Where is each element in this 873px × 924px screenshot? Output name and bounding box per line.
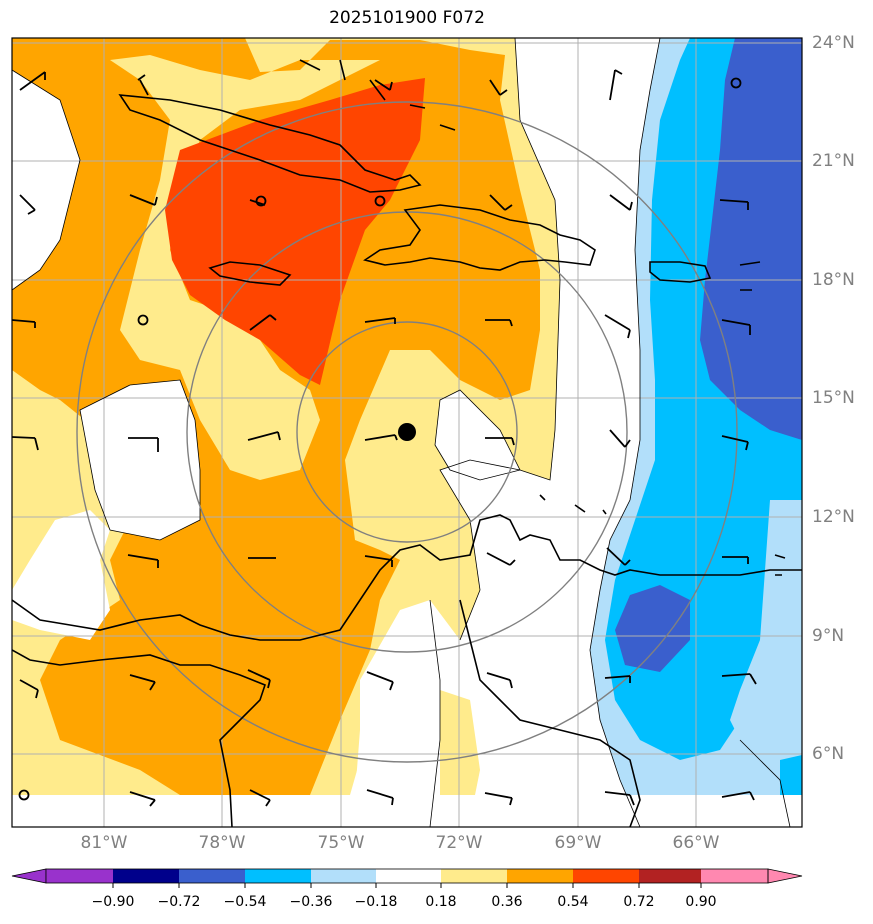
venezuela-interior <box>459 599 641 827</box>
contour-white-central <box>355 390 610 795</box>
colorbar-bin-10 <box>639 869 701 883</box>
map-title: 2025101900 F072 <box>329 8 485 28</box>
south-america-coast <box>12 514 802 641</box>
lat-label-15n: 15°N <box>812 388 855 408</box>
colorbar-tick-label: 0.18 <box>425 894 457 910</box>
colorbar-extend-high <box>767 868 803 884</box>
central-america-coast <box>12 649 266 827</box>
contour-royalblue-north <box>700 38 802 440</box>
colorbar-bin-4 <box>245 869 311 883</box>
colorbar-bin-8 <box>507 869 573 883</box>
contour-lightblue-bottom <box>640 795 802 827</box>
colorbar-bin-11 <box>701 869 768 883</box>
contour-deepskyblue-se <box>780 755 802 795</box>
lat-label-21n: 21°N <box>812 151 855 171</box>
lat-label-12n: 12°N <box>812 507 855 527</box>
contour-orange <box>12 38 540 795</box>
colorbar-tick-label: −0.72 <box>157 894 201 910</box>
lon-label-81w: 81°W <box>80 833 128 853</box>
colorbar-bin-3 <box>179 869 245 883</box>
contour-royalblue-south <box>615 585 690 672</box>
storm-center-marker <box>398 423 416 441</box>
map-panel <box>12 38 802 827</box>
lon-label-78w: 78°W <box>198 833 246 853</box>
puerto-rico-coast <box>649 261 712 283</box>
coastlines <box>12 59 802 827</box>
colorbar-tick-label: −0.36 <box>289 894 333 910</box>
colorbar-tick-label: 0.90 <box>685 894 717 910</box>
hispaniola-coast <box>363 204 596 271</box>
colorbar-tick-label: −0.90 <box>91 894 135 910</box>
lat-label-18n: 18°N <box>812 270 855 290</box>
graticule <box>12 38 802 827</box>
calm-markers <box>18 77 742 801</box>
wind-barbs <box>12 69 757 807</box>
map-frame <box>11 37 803 828</box>
contour-red <box>165 78 425 385</box>
lon-label-69w: 69°W <box>554 833 602 853</box>
jamaica-coast <box>208 261 292 286</box>
colorbar-bin-9 <box>573 869 639 883</box>
colorbar-tick-label: 0.36 <box>491 894 523 910</box>
lon-label-66w: 66°W <box>672 833 720 853</box>
lat-label-24n: 24°N <box>812 33 855 53</box>
lat-label-9n: 9°N <box>812 626 845 646</box>
bahamas <box>299 59 456 131</box>
colorbar-bin-6 <box>376 869 441 883</box>
colorbar-bin-2 <box>113 869 179 883</box>
contour-white-west <box>12 70 200 640</box>
colorbar-tick-label: −0.54 <box>223 894 267 910</box>
small-islands <box>539 261 786 576</box>
colorbar-extend-low <box>11 868 47 884</box>
contour-lines <box>12 38 791 827</box>
colorbar-bin-1 <box>46 869 113 883</box>
lon-label-72w: 72°W <box>435 833 483 853</box>
cuba-coast <box>118 94 422 193</box>
colorbar-tick-label: 0.54 <box>557 894 589 910</box>
colorbar-bin-5 <box>311 869 376 883</box>
colorbar-tick-label: 0.72 <box>623 894 655 910</box>
colorbar-tick-label: −0.18 <box>354 894 398 910</box>
colorbar-bin-7 <box>441 869 507 883</box>
contour-yellow-lower <box>440 690 480 795</box>
colorbar <box>11 868 803 888</box>
lon-label-75w: 75°W <box>317 833 365 853</box>
lat-label-6n: 6°N <box>812 744 845 764</box>
